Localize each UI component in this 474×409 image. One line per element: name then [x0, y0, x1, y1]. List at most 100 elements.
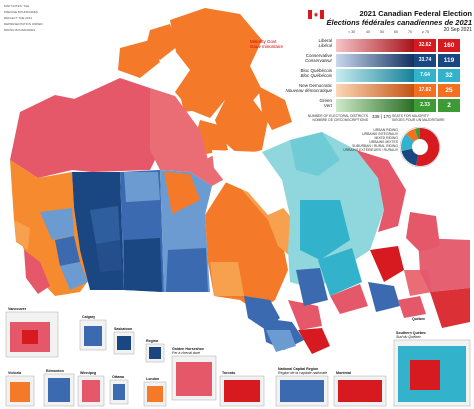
manitoba — [160, 170, 212, 292]
atlantic — [356, 150, 440, 318]
vote-share-scale: < 30 40 50 60 70 ≥ 75 — [300, 30, 460, 36]
inset-label-toronto: Toronto — [222, 371, 236, 375]
party-name-en: Liberal — [318, 38, 332, 43]
party-name-en: New Democratic — [298, 83, 332, 88]
inset-label-quebec: Québec — [412, 317, 426, 321]
seat-count: 2 — [438, 99, 460, 112]
vote-percent: 2.33 — [414, 99, 436, 112]
inset-label-winnipeg: Winnipeg — [80, 371, 97, 375]
scale-tick: 50 — [380, 30, 384, 34]
election-date: 20 Sep 2021 — [443, 27, 472, 33]
southern-quebec-inset-right — [418, 238, 470, 328]
vote-share-gradient — [336, 54, 416, 67]
inset-label-calgary: Calgary — [82, 315, 96, 319]
party-name: Bloc Québécois Bloc Québécois — [278, 68, 332, 78]
party-name: Liberal Libéral — [278, 38, 332, 48]
inset-label-montreal: Montréal — [336, 371, 351, 375]
party-name: Conservative Conservateur — [278, 53, 332, 63]
party-name-fr: Vert — [323, 103, 332, 108]
british-columbia — [10, 160, 90, 296]
party-name-fr: Libéral — [318, 43, 332, 48]
districts-label-en: NUMBER OF ELECTORAL DISTRICTS — [307, 114, 368, 118]
majority-number: 170 — [383, 114, 391, 119]
quebec — [262, 132, 384, 314]
riding-type-legend: URBAN RIDING URBAINS INTÉGRAUX MIXED RID… — [338, 128, 398, 152]
vote-share-gradient — [336, 84, 416, 97]
inset-label-fr: Sud du Québec — [396, 335, 421, 339]
riding-type-line: URBAINS EXTÉRIEURS / RURAUX — [343, 148, 398, 152]
majority-label: SEATS FOR MAJORITY SIÈGES POUR UN MAJORI… — [392, 114, 454, 122]
inset-label-ncr: National Capital Region Région de la cap… — [278, 367, 327, 375]
scale-tick: < 30 — [348, 30, 356, 34]
seat-count: 32 — [438, 69, 460, 82]
title-french: Élections fédérales canadiennes de 2021 — [326, 18, 473, 27]
saskatchewan — [120, 170, 164, 292]
inset-label-saskatoon: Saskatoon — [114, 327, 133, 331]
inset-label-en: Southern Québec — [396, 331, 426, 335]
party-row-liberal: Liberal Libéral 32.62 160 — [242, 38, 474, 53]
seat-count: 160 — [438, 39, 460, 52]
side-note-line: PRECISE BOUNDARIES — [4, 10, 38, 14]
scale-tick: ≥ 75 — [422, 30, 429, 34]
inset-panels — [5, 311, 471, 407]
scale-tick: 60 — [394, 30, 398, 34]
inset-label-en: National Capital Region — [278, 367, 319, 371]
seat-count: 119 — [438, 54, 460, 67]
districts-counts: 338 | 170 — [372, 114, 391, 119]
vote-share-gradient — [336, 69, 416, 82]
minority-en: Minority Govt — [250, 39, 277, 44]
party-row-ndp: New Democratic Nouveau démocratique 17.8… — [242, 83, 474, 98]
inset-label-southern-quebec: Southern Québec Sud du Québec — [396, 331, 426, 339]
minority-fr: Gouv minoritaire — [250, 44, 284, 49]
minority-govt-label: Minority Govt Gouv minoritaire — [250, 39, 320, 49]
party-stats: 32.62 160 — [414, 39, 466, 52]
party-row-bloc: Bloc Québécois Bloc Québécois 7.64 32 — [242, 68, 474, 83]
party-name-fr: Nouveau démocratique — [285, 88, 332, 93]
districts-label-fr: NOMBRE DE CIRCONSCRIPTIONS — [312, 118, 368, 122]
riding-type-line: URBAINS MIXTES — [369, 140, 398, 144]
inset-label-regina: Regina — [146, 339, 158, 343]
party-name-fr: Bloc Québécois — [300, 73, 332, 78]
vote-percent: 32.62 — [414, 39, 436, 52]
party-name: Green Vert — [278, 98, 332, 108]
inset-label-golden-horseshoe: Golden Horseshoe Fer à cheval doré — [172, 347, 204, 355]
inset-label-victoria: Victoria — [8, 371, 22, 375]
party-row-green: Green Vert 2.33 2 — [242, 98, 474, 113]
riding-type-line: SUBURBAN / RURAL RIDING — [352, 144, 398, 148]
party-name-en: Bloc Québécois — [300, 68, 332, 73]
districts-label: NUMBER OF ELECTORAL DISTRICTS NOMBRE DE … — [300, 114, 368, 122]
seat-count: 25 — [438, 84, 460, 97]
inset-label-edmonton: Edmonton — [46, 369, 64, 373]
inset-label-fr: Fer à cheval doré — [172, 351, 200, 355]
vote-percent: 7.64 — [414, 69, 436, 82]
party-row-conservative: Conservative Conservateur 33.74 119 — [242, 53, 474, 68]
inset-label-en: Golden Horseshoe — [172, 347, 204, 351]
party-stats: 17.82 25 — [414, 84, 466, 97]
riding-type-line: URBAN RIDING — [373, 128, 398, 132]
majority-label-en: SEATS FOR MAJORITY — [392, 114, 430, 118]
party-name: New Democratic Nouveau démocratique — [278, 83, 332, 93]
party-name-en: Green — [319, 98, 332, 103]
side-notes: MAP NOTES: THE PRECISE BOUNDARIES REFLEC… — [4, 4, 60, 34]
hudson-bay — [212, 150, 290, 215]
vote-percent: 33.74 — [414, 54, 436, 67]
side-note-line: MAP NOTES: THE — [4, 4, 30, 8]
inset-label-vancouver: Vancouver — [8, 307, 27, 311]
party-stats: 2.33 2 — [414, 99, 466, 112]
party-stats: 33.74 119 — [414, 54, 466, 67]
scale-tick: 70 — [408, 30, 412, 34]
vote-share-gradient — [336, 99, 416, 112]
ontario — [205, 176, 330, 354]
vote-share-gradient — [336, 39, 416, 52]
districts-number: 338 — [372, 114, 380, 119]
side-note-line: RIDING BOUNDARIES — [4, 28, 36, 32]
inset-label-ottawa: Ottawa — [112, 375, 124, 379]
canada-flag-icon — [308, 10, 324, 19]
inset-label-london: London — [146, 377, 160, 381]
side-note-line: REPRESENTATION ORDER — [4, 22, 43, 26]
vote-percent: 17.82 — [414, 84, 436, 97]
riding-type-line: MIXED RIDING — [374, 136, 398, 140]
party-name-fr: Conservateur — [304, 58, 332, 63]
arctic-archipelago — [118, 8, 292, 156]
